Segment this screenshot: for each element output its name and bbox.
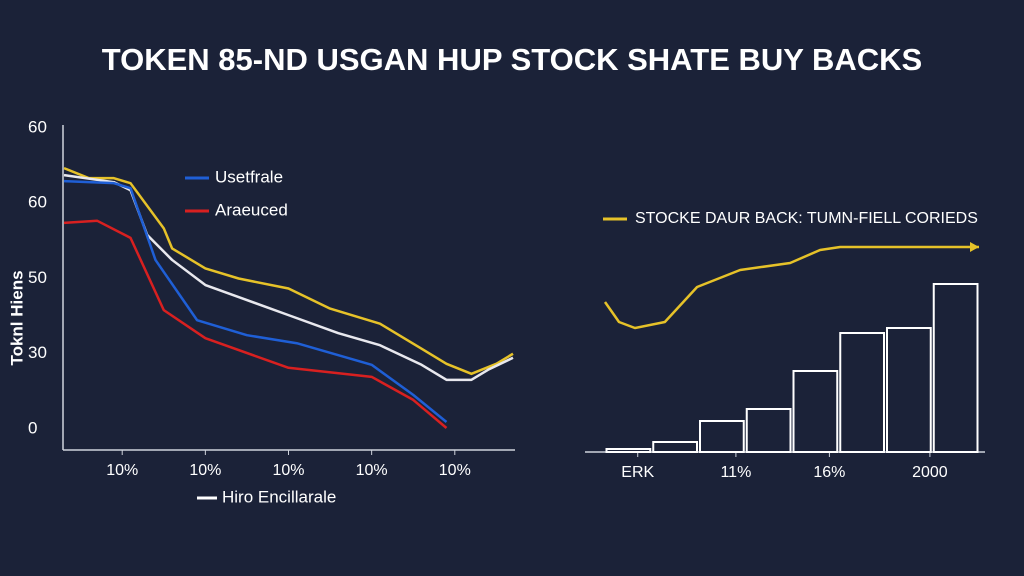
bar [792,370,839,453]
legend-label: Araeuced [215,200,288,219]
x-tick-label: 11% [720,464,751,481]
x-axis-label: Hiro Encillarale [222,487,336,506]
x-tick-label: 10% [189,462,221,479]
y-tick-label: 60 [28,117,47,136]
x-tick-label: ERK [621,464,654,481]
bar [886,327,932,453]
y-axis-label: Toknl Hiens [7,270,26,365]
x-tick-label: 10% [356,462,388,479]
chart-title: TOKEN 85-ND USGAN HUP STOCK SHATE BUY BA… [102,42,922,77]
bar [932,283,979,453]
x-tick-label: 10% [439,462,471,479]
bar [652,441,698,453]
bar [699,420,745,453]
y-tick-label: 30 [28,343,47,362]
legend-label: STOCKE DAUR BACK: TUMN-FIELL CORIEDS [635,210,978,227]
line [603,245,979,330]
line [63,166,514,376]
bar [605,448,652,453]
legend-label: Usetfrale [215,167,283,186]
x-tick-label: 2000 [912,464,948,481]
bar [745,408,792,453]
y-tick-label: 0 [28,418,37,437]
line [63,219,448,429]
x-tick-label: 10% [272,462,304,479]
bar [839,332,885,453]
line [63,179,448,423]
arrow-head [970,242,979,252]
x-tick-label: 10% [106,462,138,479]
x-tick-label: 16% [813,464,845,481]
y-tick-label: 60 [28,193,47,212]
y-tick-label: 50 [28,268,47,287]
